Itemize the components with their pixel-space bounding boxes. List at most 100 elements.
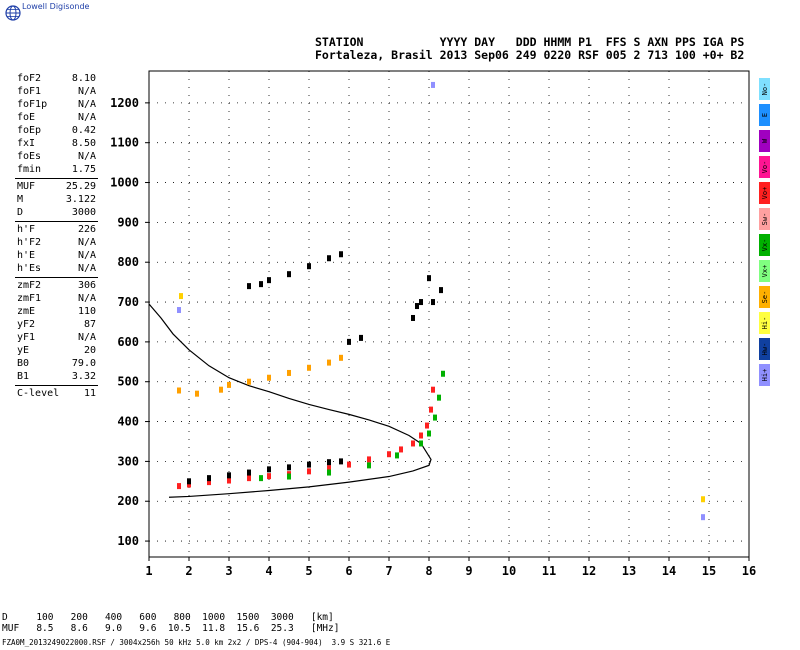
x-tick-label: 3: [225, 564, 232, 578]
param-row: h'E N/A: [17, 250, 96, 263]
legend-swatch: Vx-: [759, 234, 770, 256]
param-value: N/A: [77, 99, 96, 110]
y-tick-label: 600: [117, 335, 139, 349]
param-label: D: [17, 207, 24, 218]
param-label: foF2: [17, 73, 42, 84]
echo-point: [395, 452, 399, 459]
x-tick-label: 2: [185, 564, 192, 578]
echo-point: [327, 465, 331, 472]
echo-point: [701, 496, 705, 503]
param-label: foEs: [17, 151, 42, 162]
param-value: N/A: [77, 237, 96, 248]
echo-point: [359, 334, 363, 341]
param-value: 3.122: [65, 194, 96, 205]
echo-point: [327, 469, 331, 476]
echo-point: [411, 314, 415, 321]
x-tick-label: 9: [465, 564, 472, 578]
legend-label: Hi+: [760, 368, 769, 382]
x-tick-label: 6: [345, 564, 352, 578]
param-label: foE: [17, 112, 36, 123]
param-label: h'Es: [17, 263, 42, 274]
echo-point: [431, 81, 435, 88]
echo-point: [327, 459, 331, 466]
legend-label: Vo+: [760, 186, 769, 200]
echo-point: [227, 381, 231, 388]
echo-point: [307, 468, 311, 475]
legend-swatch: No-: [759, 78, 770, 100]
echo-point: [429, 406, 433, 413]
x-tick-label: 11: [542, 564, 556, 578]
param-value: N/A: [77, 86, 96, 97]
x-tick-label: 13: [622, 564, 636, 578]
x-tick-label: 5: [305, 564, 312, 578]
param-row: fmin 1.75: [17, 164, 96, 177]
param-value: 8.50: [71, 138, 96, 149]
echo-point: [347, 461, 351, 468]
param-value: N/A: [77, 332, 96, 343]
echo-point: [367, 456, 371, 463]
param-label: foF1: [17, 86, 42, 97]
echo-point: [287, 464, 291, 471]
echo-point: [177, 387, 181, 394]
echo-point: [307, 461, 311, 468]
echo-point: [187, 478, 191, 485]
echo-point: [267, 466, 271, 473]
y-tick-label: 900: [117, 215, 139, 229]
echo-point: [307, 263, 311, 270]
param-row: h'Es N/A: [17, 263, 96, 276]
echo-point: [327, 255, 331, 262]
logo-title: Lowell Digisonde: [22, 2, 90, 11]
echo-point: [399, 446, 403, 453]
param-value: 110: [77, 306, 96, 317]
echo-point: [207, 475, 211, 482]
param-separator: [15, 221, 98, 222]
legend-swatch: W: [759, 130, 770, 152]
echo-point: [701, 514, 705, 521]
muf-row: MUF 8.5 8.6 9.0 9.6 10.5 11.8 15.6 25.3 …: [2, 623, 340, 634]
plot-frame: [148, 70, 750, 558]
param-label: fmin: [17, 164, 42, 175]
echo-point: [195, 390, 199, 397]
param-label: foEp: [17, 125, 42, 136]
x-tick-label: 12: [582, 564, 596, 578]
legend-label: Hw-: [760, 342, 769, 356]
echo-point: [437, 394, 441, 401]
param-label: h'F: [17, 224, 36, 235]
param-label: yF1: [17, 332, 36, 343]
x-tick-label: 1: [145, 564, 152, 578]
legend-swatch: Vo-: [759, 156, 770, 178]
param-row: B1 3.32: [17, 371, 96, 384]
y-tick-label: 400: [117, 415, 139, 429]
legend-label: E: [760, 112, 769, 118]
param-value: 11: [83, 388, 96, 399]
legend-swatch: Se-: [759, 286, 770, 308]
echo-point: [339, 458, 343, 465]
param-row: foEs N/A: [17, 151, 96, 164]
echo-point: [219, 386, 223, 393]
param-value: 226: [77, 224, 96, 235]
echo-point: [427, 275, 431, 282]
legend-swatch: Hw-: [759, 338, 770, 360]
echo-point: [267, 374, 271, 381]
param-label: B1: [17, 371, 30, 382]
y-tick-label: 300: [117, 454, 139, 468]
param-row: h'F2 N/A: [17, 237, 96, 250]
y-tick-label: 500: [117, 375, 139, 389]
echo-point: [247, 475, 251, 482]
y-tick-label: 700: [117, 295, 139, 309]
param-value: N/A: [77, 112, 96, 123]
echo-point: [287, 271, 291, 278]
param-row: zmF1 N/A: [17, 293, 96, 306]
param-label: yF2: [17, 319, 36, 330]
echo-point: [227, 472, 231, 479]
param-row: C-level 11: [17, 388, 96, 401]
x-tick-label: 4: [265, 564, 272, 578]
param-row: fxI 8.50: [17, 138, 96, 151]
param-row: D 3000: [17, 207, 96, 220]
param-value: N/A: [77, 293, 96, 304]
echo-point: [419, 432, 423, 439]
echo-point: [415, 303, 419, 310]
legend-swatch: Hi+: [759, 364, 770, 386]
param-value: 20: [83, 345, 96, 356]
param-row: h'F 226: [17, 224, 96, 237]
